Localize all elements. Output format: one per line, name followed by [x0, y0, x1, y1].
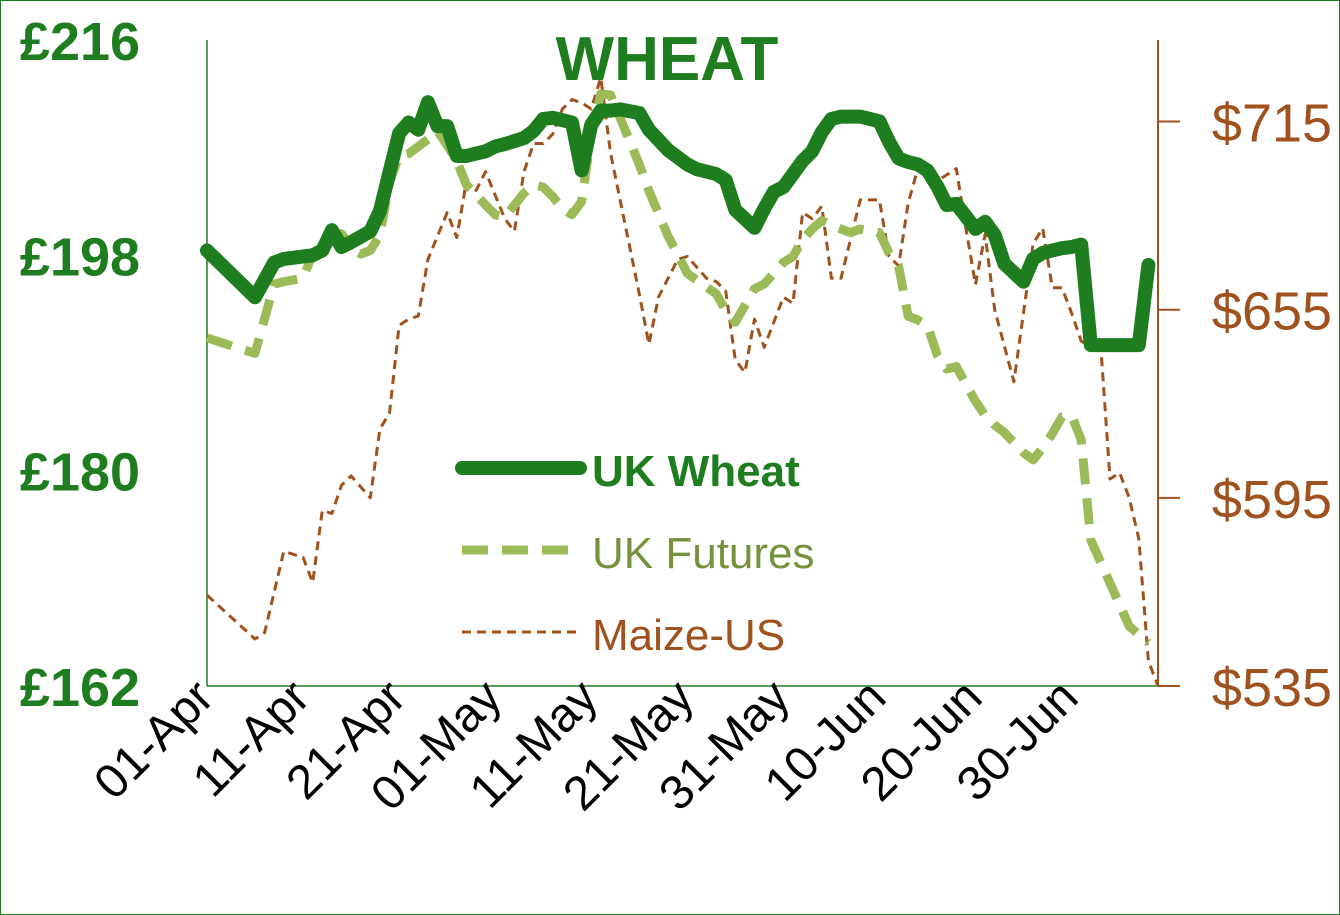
legend-label-uk-wheat: UK Wheat [592, 447, 800, 496]
left-tick-label: £162 [20, 658, 140, 718]
series-line-uk-wheat [200, 95, 1156, 353]
right-tick-label: $595 [1212, 470, 1332, 530]
series-line-maize-us [205, 76, 1160, 687]
right-axis-labels: $715 $655 $595 $535 [1158, 94, 1332, 718]
left-tick-label: £180 [20, 443, 140, 503]
legend-label-maize-us: Maize-US [592, 611, 785, 660]
series-layer [200, 76, 1160, 687]
x-axis-labels: 01-Apr11-Apr21-Apr01-May11-May21-May31-M… [84, 670, 1088, 821]
chart-axes [206, 40, 1159, 687]
left-axis-labels: £216 £198 £180 £162 [20, 12, 140, 718]
legend: UK Wheat UK Futures Maize-US [455, 447, 815, 660]
right-tick-label: $655 [1212, 282, 1332, 342]
left-tick-label: £198 [20, 227, 140, 287]
chart-title: WHEAT [556, 25, 779, 94]
left-tick-label: £216 [20, 12, 140, 72]
right-tick-label: $715 [1212, 94, 1332, 154]
right-tick-label: $535 [1212, 658, 1332, 718]
legend-label-uk-futures: UK Futures [592, 529, 815, 578]
